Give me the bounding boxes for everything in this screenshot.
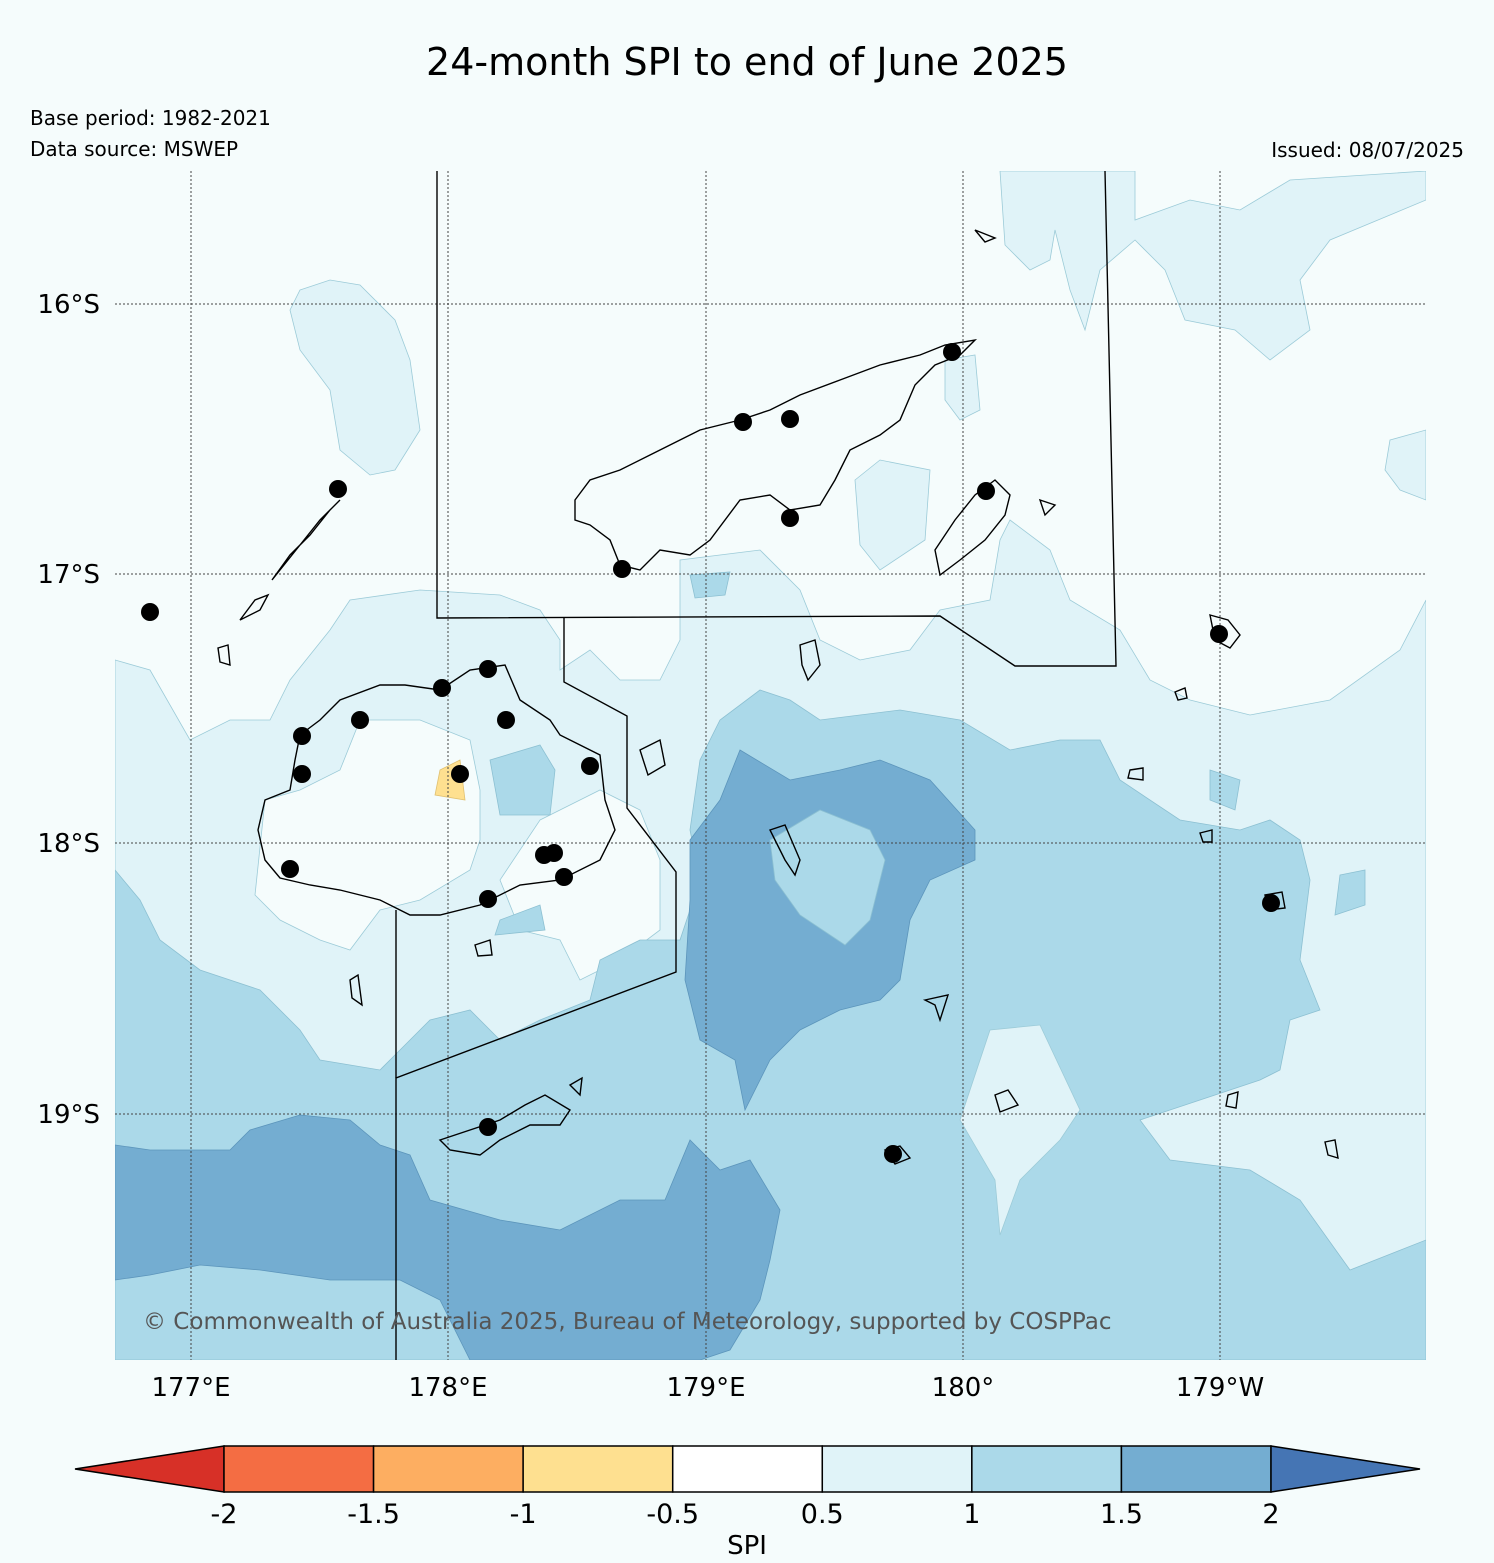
rain-station-marker	[781, 509, 799, 527]
lon-label: 178°E	[408, 1373, 487, 1403]
island-taveuni	[934, 479, 1011, 577]
colorbar-extend-high	[1270, 1445, 1421, 1493]
spi-patch-west	[289, 279, 421, 476]
island-lau-4	[1324, 1139, 1339, 1159]
spi-patch-east	[1384, 429, 1426, 501]
rain-station-marker	[545, 844, 563, 862]
rain-station-marker	[497, 711, 515, 729]
colorbar-tick-label: 0.5	[801, 1499, 844, 1530]
island-nairai	[922, 994, 950, 1023]
colorbar-tick-label: 1.5	[1100, 1499, 1143, 1530]
colorbar-segment	[372, 1445, 524, 1493]
copyright-notice: © Commonwealth of Australia 2025, Bureau…	[143, 1309, 1112, 1335]
spi-near-normal-interior	[254, 719, 481, 951]
rain-station-marker	[479, 660, 497, 678]
colorbar: -2 -1.5 -1 -0.5 0.5 1 1.5 2	[74, 1445, 1421, 1530]
lon-label: 180°	[932, 1373, 995, 1403]
rain-station-marker	[479, 890, 497, 908]
graticule	[115, 171, 1426, 1360]
spi-patch-lau-north	[1209, 769, 1241, 811]
island-small-1	[217, 644, 231, 666]
island-yasawa-1	[239, 593, 270, 621]
rain-station-marker	[433, 679, 451, 697]
island-koro	[799, 639, 821, 682]
colorbar-segment	[821, 1445, 973, 1493]
colorbar-tick-label: -2	[211, 1499, 238, 1530]
rain-station-marker	[479, 1118, 497, 1136]
island-small-3	[474, 939, 493, 957]
island-lau-1	[1127, 767, 1144, 781]
rain-station-marker	[555, 868, 573, 886]
lat-label: 16°S	[37, 290, 100, 320]
colorbar-label: SPI	[727, 1531, 767, 1561]
chart-title: 24-month SPI to end of June 2025	[426, 40, 1068, 84]
issued-date: Issued: 08/07/2025	[1271, 138, 1464, 162]
colorbar-tick-label: -1	[510, 1499, 537, 1530]
colorbar-segment	[223, 1445, 375, 1493]
rain-station-marker	[351, 711, 369, 729]
rain-station-marker	[293, 765, 311, 783]
rain-station-marker	[293, 727, 311, 745]
lon-label: 177°E	[151, 1373, 230, 1403]
lat-labels: 16°S 17°S 18°S 19°S	[37, 290, 100, 1130]
rain-station-marker	[734, 413, 752, 431]
base-period: Base period: 1982-2021	[30, 106, 271, 130]
island-rabi	[1038, 498, 1057, 517]
island-small-4	[568, 1076, 583, 1097]
island-yasawa-2	[271, 499, 341, 581]
lat-label: 19°S	[37, 1100, 100, 1130]
rain-station-marker	[329, 480, 347, 498]
lon-labels: 177°E 178°E 179°E 180° 179°W	[151, 1373, 1264, 1403]
spi-patch-taveuni	[854, 459, 931, 571]
data-source: Data source: MSWEP	[30, 137, 239, 161]
island-lau-5	[1199, 829, 1213, 843]
spi-patch-moala	[959, 1024, 1081, 1236]
spi-patch-lau	[1334, 869, 1366, 916]
island-lau-3	[1225, 1091, 1239, 1109]
station-markers	[141, 343, 1280, 1163]
rain-station-marker	[943, 343, 961, 361]
lon-label: 179°W	[1176, 1373, 1264, 1403]
colorbar-segment	[671, 1445, 824, 1493]
island-ovalau	[639, 738, 666, 777]
colorbar-extend-low	[74, 1445, 225, 1493]
colorbar-tick-label: 2	[1262, 1499, 1279, 1530]
rain-station-marker	[613, 560, 631, 578]
island-lau-2	[1174, 687, 1188, 701]
division-boundaries	[395, 171, 1117, 1360]
rain-station-marker	[281, 860, 299, 878]
colorbar-segment	[971, 1445, 1123, 1493]
rain-station-marker	[451, 765, 469, 783]
colorbar-tick-label: -0.5	[646, 1499, 699, 1530]
island-north-1	[974, 229, 997, 243]
rain-station-marker	[1210, 625, 1228, 643]
rain-station-marker	[581, 757, 599, 775]
spi-patch-central-hole	[769, 809, 886, 946]
colorbar-segment	[1120, 1445, 1272, 1493]
spi-patch-koro	[689, 571, 731, 599]
spi-map: © Commonwealth of Australia 2025, Bureau…	[115, 171, 1426, 1360]
colorbar-tick-label: 1	[963, 1499, 980, 1530]
spi-patch-tailevu	[489, 744, 556, 816]
island-small-2	[349, 973, 363, 1007]
island-vanua-levu	[574, 338, 978, 571]
spi-patch-beqa	[494, 904, 546, 936]
island-gau	[769, 824, 801, 877]
rain-station-marker	[141, 603, 159, 621]
rain-station-marker	[884, 1145, 902, 1163]
rain-station-marker	[1262, 894, 1280, 912]
island-moala	[994, 1089, 1020, 1113]
lon-label: 179°E	[666, 1373, 745, 1403]
spi-band-above-2-south	[115, 1114, 781, 1360]
lat-label: 18°S	[37, 829, 100, 859]
rain-station-marker	[977, 482, 995, 500]
colorbar-tick-label: -1.5	[347, 1499, 400, 1530]
lat-label: 17°S	[37, 560, 100, 590]
rain-station-marker	[781, 410, 799, 428]
colorbar-segment	[522, 1445, 674, 1493]
